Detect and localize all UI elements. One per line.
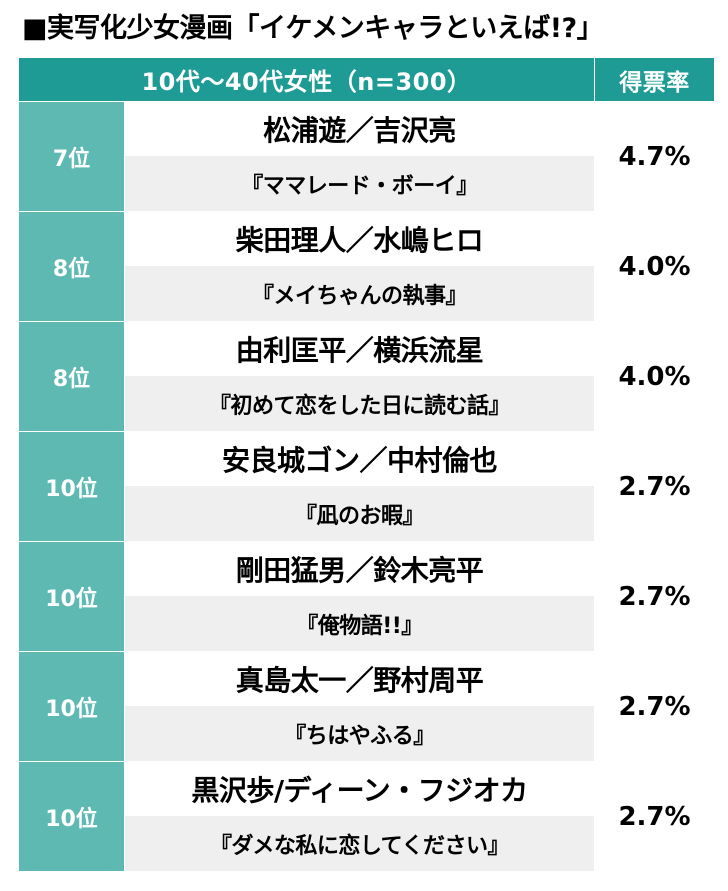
character-actor-names: 真島太一／野村周平 <box>124 651 595 706</box>
vote-share-value: 2.7% <box>594 541 715 652</box>
table-row-sub: 『凪のお暇』 <box>19 485 715 542</box>
table-header-row: 10代〜40代女性（n=300） 得票率 <box>18 57 715 102</box>
work-title: 『ママレード・ボーイ』 <box>124 155 595 212</box>
ranking-body: 7位 松浦遊／吉沢亮 4.7% 『ママレード・ボーイ』 8位 柴田理人／水嶋ヒロ… <box>18 101 715 872</box>
work-title: 『メイちゃんの執事』 <box>124 265 595 322</box>
table-row: 8位 柴田理人／水嶋ヒロ 4.0% <box>18 211 715 322</box>
rank-cell: 8位 <box>18 211 125 322</box>
character-actor-names: 松浦遊／吉沢亮 <box>124 101 595 156</box>
vote-share-value: 4.0% <box>594 211 715 322</box>
work-title: 『ちはやふる』 <box>124 705 595 762</box>
table-row-sub: 『俺物語!!』 <box>19 595 715 652</box>
table-row-sub: 『ママレード・ボーイ』 <box>19 155 715 212</box>
character-actor-names: 由利匡平／横浜流星 <box>124 321 595 376</box>
vote-share-value: 4.7% <box>594 101 715 212</box>
vote-share-value: 4.0% <box>594 321 715 432</box>
rank-cell: 10位 <box>18 651 125 762</box>
vote-share-value: 2.7% <box>594 761 715 872</box>
rank-cell: 10位 <box>18 761 125 872</box>
character-actor-names: 剛田猛男／鈴木亮平 <box>124 541 595 596</box>
work-title: 『ダメな私に恋してください』 <box>124 815 595 872</box>
work-title: 『凪のお暇』 <box>124 485 595 542</box>
ranking-table: 10代〜40代女性（n=300） 得票率 7位 松浦遊／吉沢亮 4.7% 『ママ… <box>18 57 715 872</box>
character-actor-names: 黒沢歩/ディーン・フジオカ <box>124 761 595 816</box>
table-row: 10位 黒沢歩/ディーン・フジオカ 2.7% <box>18 761 715 872</box>
table-row-sub: 『メイちゃんの執事』 <box>19 265 715 322</box>
character-actor-names: 安良城ゴン／中村倫也 <box>124 431 595 486</box>
character-actor-names: 柴田理人／水嶋ヒロ <box>124 211 595 266</box>
vote-share-value: 2.7% <box>594 431 715 542</box>
table-row: 10位 真島太一／野村周平 2.7% <box>18 651 715 762</box>
vote-share-header: 得票率 <box>594 57 715 102</box>
rank-cell: 10位 <box>18 541 125 652</box>
respondent-group-header: 10代〜40代女性（n=300） <box>18 57 595 102</box>
vote-share-value: 2.7% <box>594 651 715 762</box>
table-row: 10位 剛田猛男／鈴木亮平 2.7% <box>18 541 715 652</box>
table-row: 7位 松浦遊／吉沢亮 4.7% <box>18 101 715 212</box>
work-title: 『俺物語!!』 <box>124 595 595 652</box>
table-row: 10位 安良城ゴン／中村倫也 2.7% <box>18 431 715 542</box>
rank-cell: 7位 <box>18 101 125 212</box>
rank-cell: 8位 <box>18 321 125 432</box>
page-title: ■実写化少女漫画「イケメンキャラといえば!?」 <box>22 13 604 44</box>
rank-cell: 10位 <box>18 431 125 542</box>
table-row-sub: 『ダメな私に恋してください』 <box>19 815 715 872</box>
work-title: 『初めて恋をした日に読む話』 <box>124 375 595 432</box>
table-row-sub: 『ちはやふる』 <box>19 705 715 762</box>
table-row: 8位 由利匡平／横浜流星 4.0% <box>18 321 715 432</box>
